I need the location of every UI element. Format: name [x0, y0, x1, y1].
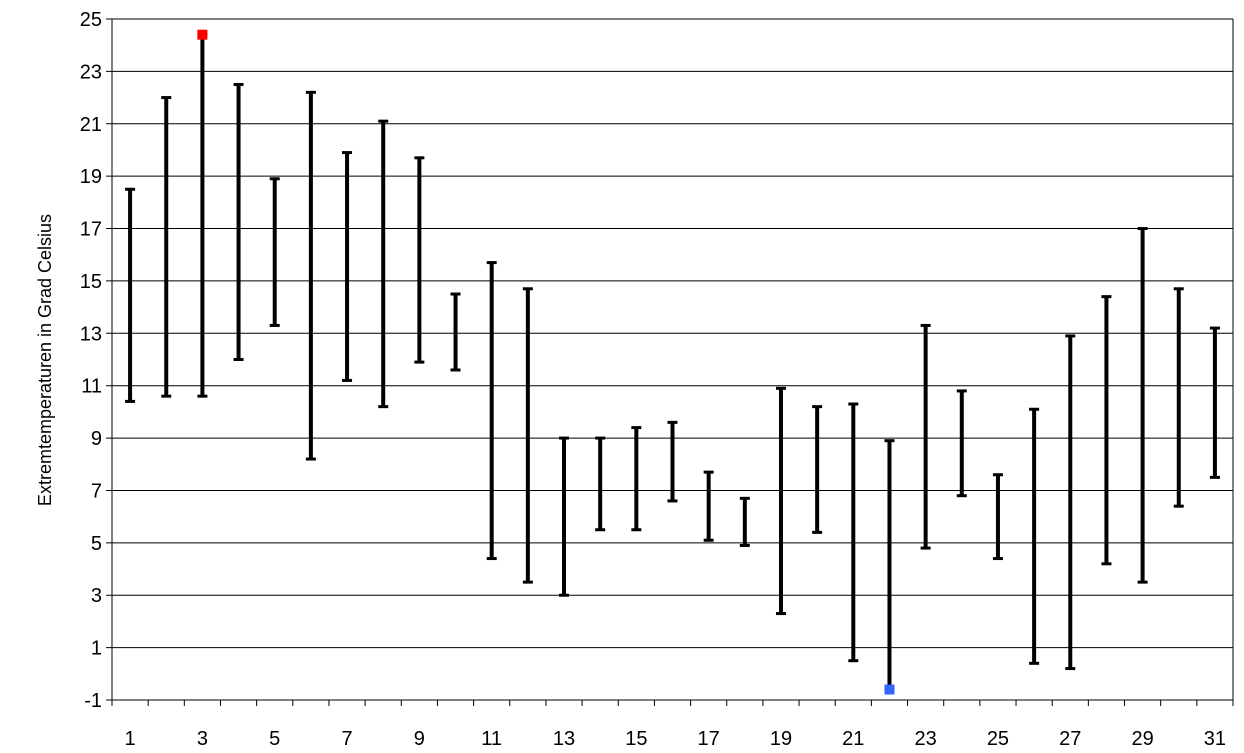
y-tick-label: 11: [81, 376, 102, 398]
x-tick-label: 31: [1204, 728, 1226, 750]
x-tick-label: 13: [553, 728, 575, 750]
y-tick-label: 7: [91, 480, 102, 502]
x-tick-label: 9: [414, 728, 425, 750]
x-tick-label: 25: [987, 728, 1009, 750]
x-tick-label: 15: [625, 728, 647, 750]
y-tick-label: 23: [80, 61, 102, 83]
x-tick-label: 29: [1131, 728, 1153, 750]
x-tick-label: 21: [842, 728, 864, 750]
x-tick-label: 7: [341, 728, 352, 750]
y-tick-label: 21: [80, 114, 102, 136]
x-tick-labels: 1 3 5 7 9 11 13 15 17 19 21 23 25 27 29 31: [125, 728, 1227, 750]
y-tick-label: -1: [84, 690, 102, 712]
y-tick-label: 17: [80, 219, 102, 241]
extreme-markers: [197, 29, 895, 695]
y-tick-label: 1: [91, 638, 102, 660]
x-tick-label: 3: [197, 728, 208, 750]
x-tick-label: 27: [1059, 728, 1081, 750]
grid-lines: [106, 18, 1233, 701]
y-tick-label: 9: [91, 428, 102, 450]
x-tick-label: 23: [915, 728, 937, 750]
min-temperature-marker: [884, 684, 895, 695]
x-tick-label: 19: [770, 728, 792, 750]
x-tick-label: 17: [698, 728, 720, 750]
y-tick-label: 13: [80, 323, 102, 345]
y-tick-label: 25: [80, 9, 102, 31]
y-axis-title: Extremtemperaturen in Grad Celsius: [35, 214, 55, 506]
y-tick-label: 15: [80, 271, 102, 293]
x-tick-label: 5: [269, 728, 280, 750]
y-tick-label: 5: [91, 533, 102, 555]
x-tick-label: 11: [481, 728, 502, 750]
y-tick-label: 3: [91, 585, 102, 607]
y-tick-label: 19: [80, 166, 102, 188]
axes: [111, 19, 1234, 706]
x-tick-label: 1: [125, 728, 136, 750]
max-temperature-marker: [197, 29, 208, 40]
range-bars: [125, 33, 1220, 692]
